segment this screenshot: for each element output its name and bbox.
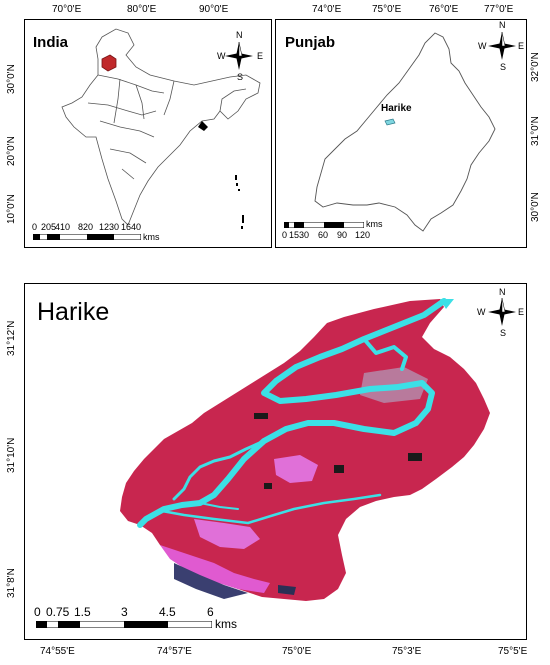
harike-arrow-n: N: [499, 287, 506, 297]
punjab-top-tick-1: 74°0'E: [312, 4, 342, 15]
india-left-tick-1: 30°0'N: [6, 64, 17, 94]
india-scale-3: 820: [78, 222, 94, 232]
india-arrow-w: W: [217, 51, 226, 61]
harike-left-tick-3: 31°8'N: [6, 568, 17, 598]
india-left-tick-3: 10°0'N: [6, 194, 17, 224]
punjab-scale-5: 120: [355, 230, 371, 240]
punjab-highlight: [101, 54, 117, 72]
harike-north-arrow-icon: [488, 297, 516, 326]
harike-scale-bar: [36, 621, 212, 628]
india-arrow-s: S: [237, 72, 244, 82]
punjab-right-tick-2: 31°0'N: [530, 116, 541, 146]
harike-arrow-e: E: [518, 307, 525, 317]
india-arrow-e: E: [257, 51, 264, 61]
harike-scale-1: 0.75: [46, 605, 70, 619]
harike-scale-3: 3: [121, 605, 128, 619]
harike-scale-4: 4.5: [159, 605, 176, 619]
india-scale-0: 0: [32, 222, 38, 232]
india-scale-4: 1230: [99, 222, 120, 232]
punjab-top-tick-4: 77°0'E: [484, 4, 514, 15]
india-left-tick-2: 20°0'N: [6, 136, 17, 166]
harike-satellite-image: [120, 298, 490, 601]
punjab-arrow-n: N: [499, 20, 506, 30]
india-arrow-n: N: [236, 30, 243, 40]
harike-scale-0: 0: [34, 605, 41, 619]
harike-left-tick-1: 31°12'N: [6, 320, 17, 356]
harike-bottom-tick-1: 74°55'E: [40, 646, 75, 657]
india-scale-2: 410: [55, 222, 71, 232]
harike-scale-unit: kms: [215, 617, 237, 631]
harike-left-tick-2: 31°10'N: [6, 437, 17, 473]
punjab-scale-bar: [284, 222, 364, 228]
india-scale-5: 1640: [121, 222, 142, 232]
punjab-arrow-w: W: [478, 41, 487, 51]
india-scale-unit: kms: [143, 232, 160, 242]
punjab-scale-0: 0: [282, 230, 288, 240]
india-scale-bar: [33, 234, 141, 240]
harike-bottom-tick-4: 75°3'E: [392, 646, 422, 657]
punjab-right-tick-3: 30°0'N: [530, 192, 541, 222]
punjab-scale-3: 60: [318, 230, 329, 240]
harike-bottom-tick-2: 74°57'E: [157, 646, 192, 657]
punjab-top-tick-3: 76°0'E: [429, 4, 459, 15]
harike-arrow-s: S: [500, 328, 507, 338]
india-scale-1: 205: [41, 222, 57, 232]
india-top-tick-3: 90°0'E: [199, 4, 229, 15]
harike-arrow-w: W: [477, 307, 486, 317]
harike-scale-2: 1.5: [74, 605, 91, 619]
punjab-scale-1: 15: [289, 230, 300, 240]
punjab-right-tick-1: 32°0'N: [530, 52, 541, 82]
punjab-scale-2: 30: [299, 230, 310, 240]
punjab-outline: [314, 32, 496, 232]
harike-bottom-tick-5: 75°5'E: [498, 646, 528, 657]
punjab-top-tick-2: 75°0'E: [372, 4, 402, 15]
harike-bottom-tick-3: 75°0'E: [282, 646, 312, 657]
punjab-title: Punjab: [285, 34, 336, 51]
punjab-scale-unit: kms: [366, 219, 383, 229]
punjab-arrow-e: E: [518, 41, 525, 51]
punjab-north-arrow-icon: [488, 31, 516, 60]
punjab-scale-4: 90: [337, 230, 348, 240]
india-outline: [61, 28, 261, 229]
india-top-tick-2: 80°0'E: [127, 4, 157, 15]
india-north-arrow-icon: [225, 41, 253, 70]
india-title: India: [33, 34, 69, 51]
punjab-arrow-s: S: [500, 62, 507, 72]
harike-title: Harike: [37, 298, 110, 326]
india-top-tick-1: 70°0'E: [52, 4, 82, 15]
harike-scale-5: 6: [207, 605, 214, 619]
punjab-place-label: Harike: [381, 103, 412, 114]
